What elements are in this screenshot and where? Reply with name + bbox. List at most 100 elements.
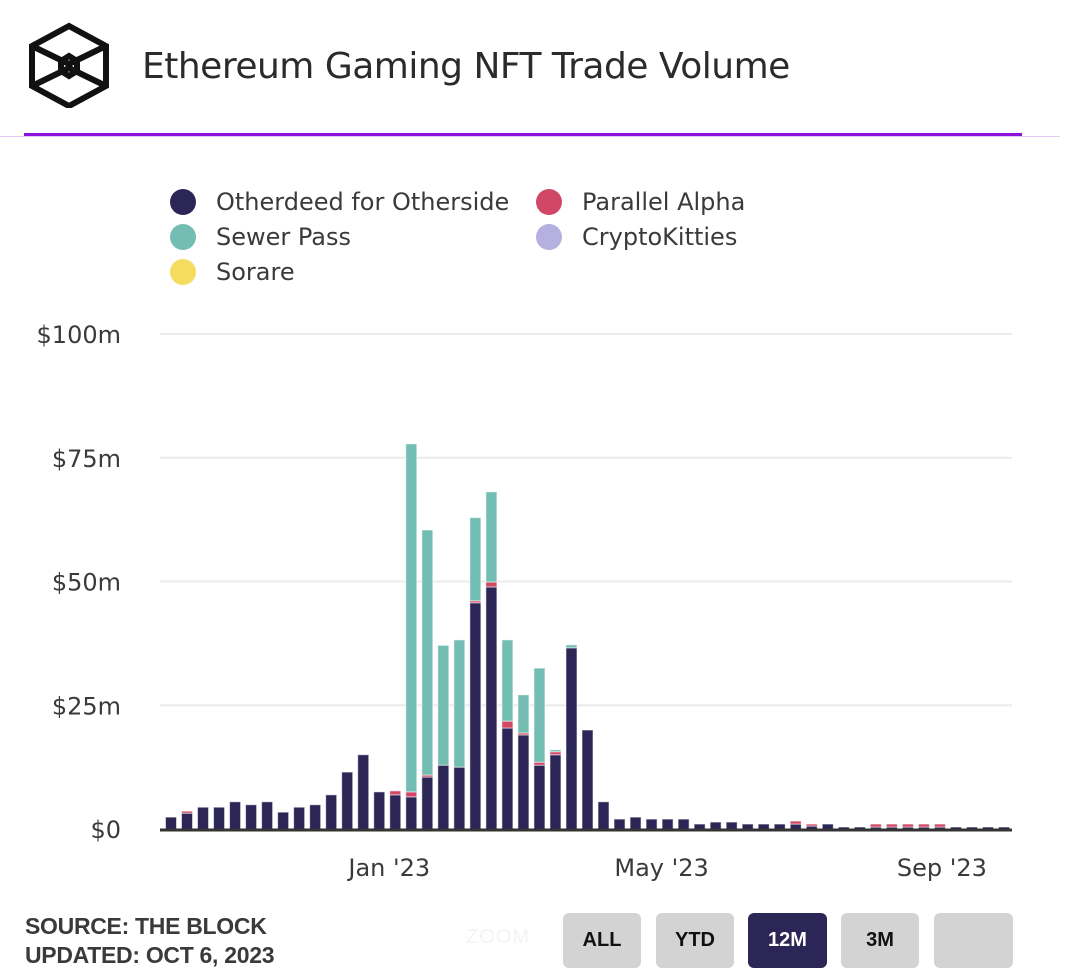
bar-stack[interactable] (549, 749, 562, 830)
bar-segment-parallel-alpha[interactable] (501, 720, 514, 729)
bar-stack[interactable] (677, 818, 690, 830)
bar-segment-otherdeed-for-otherside[interactable] (277, 811, 290, 830)
range-button-3m[interactable]: 3M (841, 913, 919, 968)
bar-stack[interactable] (421, 529, 434, 830)
bar-stack[interactable] (533, 667, 546, 830)
range-button-all[interactable]: ALL (563, 913, 641, 968)
bar-segment-sewer-pass[interactable] (565, 644, 578, 649)
bar-segment-otherdeed-for-otherside[interactable] (229, 801, 242, 830)
bar-stack[interactable] (405, 443, 418, 830)
bar-segment-otherdeed-for-otherside[interactable] (261, 801, 274, 830)
bar-stack[interactable] (309, 804, 322, 830)
bar-segment-parallel-alpha[interactable] (917, 823, 930, 828)
bar-stack[interactable] (933, 823, 946, 830)
bar-stack[interactable] (629, 816, 642, 830)
bar-stack[interactable] (773, 823, 786, 830)
bar-segment-sewer-pass[interactable] (469, 517, 482, 602)
range-button-custom[interactable] (934, 913, 1013, 968)
bar-segment-otherdeed-for-otherside[interactable] (533, 764, 546, 830)
bar-segment-parallel-alpha[interactable] (405, 791, 418, 798)
bar-segment-sewer-pass[interactable] (549, 749, 562, 753)
bar-segment-otherdeed-for-otherside[interactable] (645, 818, 658, 830)
bar-segment-otherdeed-for-otherside[interactable] (709, 821, 722, 830)
bar-segment-sewer-pass[interactable] (501, 639, 514, 722)
bar-segment-otherdeed-for-otherside[interactable] (357, 754, 370, 830)
range-button-12m[interactable]: 12M (748, 913, 827, 968)
bar-segment-otherdeed-for-otherside[interactable] (757, 823, 770, 830)
legend-item-sorare[interactable]: Sorare (170, 258, 295, 286)
bar-segment-parallel-alpha[interactable] (885, 823, 898, 828)
bar-segment-otherdeed-for-otherside[interactable] (405, 796, 418, 830)
bar-stack[interactable] (581, 729, 594, 830)
bar-stack[interactable] (389, 790, 402, 830)
bar-stack[interactable] (693, 823, 706, 830)
bar-segment-otherdeed-for-otherside[interactable] (453, 766, 466, 830)
bar-stack[interactable] (613, 818, 626, 830)
bar-stack[interactable] (661, 818, 674, 830)
bar-stack[interactable] (805, 823, 818, 830)
bar-segment-otherdeed-for-otherside[interactable] (309, 804, 322, 830)
bar-stack[interactable] (293, 806, 306, 830)
bar-stack[interactable] (917, 823, 930, 830)
bar-stack[interactable] (517, 694, 530, 830)
bar-stack[interactable] (277, 811, 290, 830)
bar-stack[interactable] (325, 794, 338, 830)
bar-segment-sewer-pass[interactable] (533, 667, 546, 763)
legend-item-sewer-pass[interactable]: Sewer Pass (170, 223, 351, 251)
bar-stack[interactable] (373, 791, 386, 830)
bar-segment-sewer-pass[interactable] (405, 443, 418, 793)
bar-segment-otherdeed-for-otherside[interactable] (549, 754, 562, 830)
bar-segment-otherdeed-for-otherside[interactable] (389, 794, 402, 830)
bar-segment-otherdeed-for-otherside[interactable] (629, 816, 642, 830)
bar-stack[interactable] (453, 639, 466, 830)
bar-stack[interactable] (565, 644, 578, 830)
bar-segment-otherdeed-for-otherside[interactable] (213, 806, 226, 830)
bar-segment-sewer-pass[interactable] (517, 694, 530, 734)
bar-segment-sewer-pass[interactable] (453, 639, 466, 768)
bar-segment-otherdeed-for-otherside[interactable] (773, 823, 786, 830)
bar-stack[interactable] (757, 823, 770, 830)
bar-segment-otherdeed-for-otherside[interactable] (613, 818, 626, 830)
bar-segment-otherdeed-for-otherside[interactable] (181, 812, 194, 830)
bar-stack[interactable] (261, 801, 274, 830)
bar-segment-otherdeed-for-otherside[interactable] (245, 804, 258, 830)
bar-segment-otherdeed-for-otherside[interactable] (437, 764, 450, 830)
bar-segment-sewer-pass[interactable] (437, 644, 450, 766)
bar-segment-parallel-alpha[interactable] (869, 823, 882, 828)
bar-segment-parallel-alpha[interactable] (805, 823, 818, 827)
bar-segment-parallel-alpha[interactable] (789, 820, 802, 825)
bar-segment-parallel-alpha[interactable] (901, 823, 914, 828)
bar-stack[interactable] (869, 823, 882, 830)
bar-stack[interactable] (821, 823, 834, 830)
bar-segment-otherdeed-for-otherside[interactable] (677, 818, 690, 830)
legend-item-otherdeed[interactable]: Otherdeed for Otherside (170, 188, 509, 216)
bar-stack[interactable] (213, 806, 226, 830)
bar-segment-otherdeed-for-otherside[interactable] (661, 818, 674, 830)
bar-segment-otherdeed-for-otherside[interactable] (325, 794, 338, 830)
bar-segment-otherdeed-for-otherside[interactable] (501, 727, 514, 830)
bar-stack[interactable] (245, 804, 258, 830)
legend-item-parallel-alpha[interactable]: Parallel Alpha (536, 188, 745, 216)
bar-segment-otherdeed-for-otherside[interactable] (517, 734, 530, 830)
bar-segment-sewer-pass[interactable] (485, 491, 498, 583)
bar-stack[interactable] (741, 823, 754, 830)
bar-segment-otherdeed-for-otherside[interactable] (581, 729, 594, 830)
bar-stack[interactable] (501, 639, 514, 830)
bar-stack[interactable] (885, 823, 898, 830)
bar-segment-otherdeed-for-otherside[interactable] (597, 801, 610, 830)
bar-segment-otherdeed-for-otherside[interactable] (165, 816, 177, 830)
bar-stack[interactable] (229, 801, 242, 830)
bar-stack[interactable] (437, 644, 450, 830)
bar-stack[interactable] (469, 517, 482, 830)
bar-segment-otherdeed-for-otherside[interactable] (693, 823, 706, 830)
bar-segment-otherdeed-for-otherside[interactable] (821, 823, 834, 830)
bar-segment-otherdeed-for-otherside[interactable] (725, 821, 738, 830)
bar-segment-otherdeed-for-otherside[interactable] (469, 602, 482, 830)
bar-segment-otherdeed-for-otherside[interactable] (789, 823, 802, 830)
bar-segment-parallel-alpha[interactable] (181, 810, 194, 814)
bar-stack[interactable] (197, 806, 210, 830)
bar-stack[interactable] (725, 821, 738, 830)
bar-segment-parallel-alpha[interactable] (389, 790, 402, 796)
bar-stack[interactable] (709, 821, 722, 830)
bar-segment-otherdeed-for-otherside[interactable] (485, 586, 498, 830)
